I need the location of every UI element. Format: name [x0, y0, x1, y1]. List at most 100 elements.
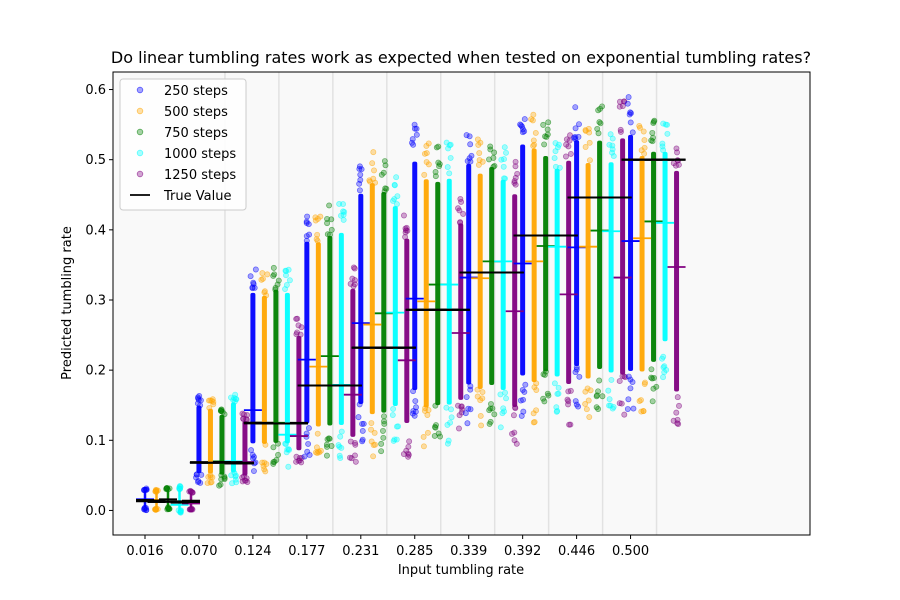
data-point — [447, 154, 454, 161]
data-point — [314, 216, 321, 222]
series-cluster — [554, 168, 560, 377]
data-point — [380, 413, 387, 420]
legend-label: 250 steps — [164, 84, 228, 99]
data-point — [640, 408, 647, 415]
data-point — [676, 402, 682, 409]
data-point — [478, 422, 485, 429]
data-point — [424, 412, 431, 418]
y-tick-label: 0.0 — [85, 504, 106, 519]
data-point — [649, 375, 656, 382]
data-point — [390, 197, 396, 204]
legend-label: 1000 steps — [164, 147, 236, 162]
series-cluster — [304, 241, 310, 424]
data-point — [466, 133, 473, 140]
data-point — [250, 468, 257, 474]
data-point — [176, 483, 183, 490]
data-point — [457, 219, 464, 226]
data-point — [607, 402, 614, 409]
data-point — [542, 133, 548, 140]
data-point — [389, 412, 396, 418]
series-cluster — [620, 138, 626, 375]
data-point — [572, 125, 579, 132]
data-point — [336, 452, 343, 459]
data-point — [421, 171, 428, 178]
data-point — [551, 155, 558, 162]
data-point — [188, 505, 195, 512]
series-cluster — [381, 191, 387, 413]
data-point — [264, 271, 271, 278]
data-point — [499, 410, 506, 417]
data-point — [251, 284, 258, 291]
data-point — [627, 385, 634, 392]
data-point — [544, 390, 551, 397]
data-point — [553, 404, 560, 411]
data-point — [595, 406, 602, 412]
data-point — [572, 104, 579, 111]
data-point — [520, 396, 527, 403]
data-point — [194, 400, 201, 407]
data-point — [661, 369, 668, 376]
data-point — [572, 398, 579, 404]
series-cluster — [261, 295, 267, 444]
data-point — [432, 169, 439, 175]
data-point — [641, 150, 648, 157]
series-cluster — [531, 148, 537, 383]
data-point — [261, 466, 268, 473]
data-point — [140, 487, 147, 494]
data-point — [640, 128, 647, 135]
data-point — [541, 141, 548, 148]
data-point — [475, 141, 482, 148]
data-point — [624, 406, 631, 412]
data-point — [207, 472, 214, 479]
data-point — [371, 167, 377, 174]
data-point — [259, 459, 266, 466]
data-point — [518, 412, 525, 419]
data-point — [674, 416, 681, 423]
data-point — [272, 284, 279, 291]
y-tick-label: 0.6 — [85, 83, 106, 98]
data-point — [512, 404, 518, 411]
data-point — [446, 170, 453, 177]
data-point — [520, 408, 527, 415]
series-cluster — [196, 405, 202, 474]
data-point — [380, 434, 387, 441]
data-point — [275, 440, 281, 447]
series-cluster — [219, 414, 225, 475]
data-point — [359, 427, 366, 434]
data-point — [487, 418, 494, 425]
series-cluster — [543, 156, 549, 372]
data-point — [432, 402, 439, 409]
data-point — [338, 428, 345, 435]
data-point — [594, 392, 600, 399]
data-point — [285, 266, 292, 273]
data-point — [378, 448, 385, 455]
data-point — [500, 163, 507, 170]
data-point — [270, 264, 277, 271]
data-point — [423, 150, 430, 157]
data-point — [616, 400, 623, 407]
data-point — [402, 234, 409, 240]
data-point — [597, 120, 604, 127]
y-axis: 0.0 0.1 0.2 0.3 0.4 0.5 0.6 — [85, 83, 113, 519]
data-point — [395, 423, 402, 430]
data-point — [582, 388, 589, 395]
series-cluster — [284, 292, 290, 444]
data-point — [221, 474, 228, 481]
data-point — [368, 438, 375, 445]
data-point — [625, 373, 632, 380]
data-point — [295, 322, 302, 329]
data-point — [659, 143, 666, 150]
data-point — [228, 394, 234, 401]
data-point — [464, 420, 471, 427]
data-point — [301, 453, 308, 460]
data-point — [476, 157, 483, 163]
series-cluster — [466, 163, 472, 385]
data-point — [261, 459, 268, 466]
data-point — [619, 373, 626, 380]
data-point — [335, 442, 342, 449]
data-point — [467, 141, 474, 148]
data-point — [314, 238, 321, 244]
data-point — [324, 452, 330, 459]
data-point — [411, 125, 418, 132]
data-point — [356, 165, 363, 172]
